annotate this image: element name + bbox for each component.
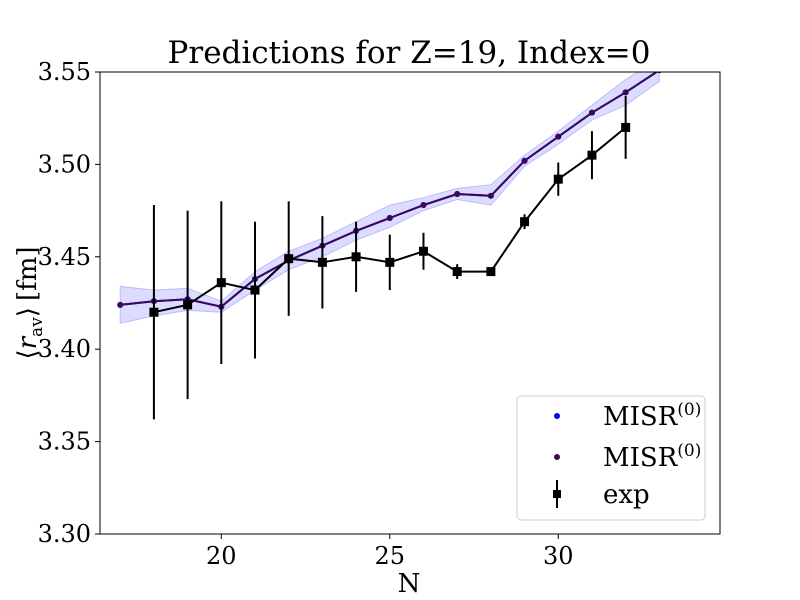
legend-label-exp: exp: [603, 480, 650, 510]
chart-title: Predictions for Z=19, Index=0: [168, 35, 651, 71]
x-tick-label: 25: [375, 542, 406, 570]
y-axis-title-bracket-open: ⟨: [13, 349, 43, 359]
data-point-exp: [520, 217, 530, 227]
y-axis-title-sub: av: [27, 317, 47, 337]
data-point-exp: [418, 246, 428, 256]
data-point-purple: [555, 133, 562, 140]
data-point-purple: [454, 190, 461, 197]
legend: MISR(0) MISR(0) exp: [516, 395, 706, 521]
legend-label-blue-sup: (0): [677, 400, 701, 420]
data-point-exp: [486, 267, 496, 277]
legend-label-purple: MISR(0): [603, 441, 701, 473]
y-axis-title-var: r: [13, 335, 43, 349]
data-point-purple: [117, 301, 124, 308]
legend-entry-exp: exp: [553, 480, 650, 510]
plot-area: [117, 72, 662, 420]
data-point-exp: [452, 267, 462, 277]
data-point-exp: [385, 257, 395, 267]
data-point-exp: [587, 150, 597, 160]
y-tick-label: 3.50: [38, 150, 91, 178]
legend-marker-exp: [553, 490, 561, 498]
data-point-exp: [317, 257, 327, 267]
y-axis-title: ⟨rav⟩ [fm]: [13, 246, 47, 359]
legend-label-purple-base: MISR: [603, 443, 679, 473]
data-point-exp: [553, 174, 563, 184]
data-point-exp: [351, 252, 361, 262]
x-axis: 20 25 30: [206, 534, 574, 570]
data-point-purple: [487, 192, 494, 199]
legend-box: [516, 395, 706, 521]
legend-label-blue-base: MISR: [603, 402, 679, 432]
data-point-exp: [621, 122, 631, 132]
y-axis-title-unit: [fm]: [13, 246, 43, 301]
x-tick-label: 20: [206, 542, 237, 570]
data-point-exp: [149, 307, 159, 317]
legend-marker-purple: [554, 454, 560, 460]
data-point-purple: [622, 89, 629, 96]
y-tick-label: 3.35: [38, 428, 91, 456]
legend-label-purple-sup: (0): [677, 441, 701, 461]
data-point-exp: [183, 300, 193, 310]
uncertainty-band: [119, 72, 660, 324]
y-axis: 3.30 3.35 3.40 3.45 3.50 3.55: [38, 58, 100, 548]
data-point-purple: [420, 202, 427, 209]
legend-label-blue: MISR(0): [603, 400, 701, 432]
y-tick-label: 3.30: [38, 520, 91, 548]
data-point-purple: [386, 214, 393, 221]
y-tick-label: 3.45: [38, 243, 91, 271]
legend-marker-blue: [554, 413, 560, 419]
data-point-exp: [284, 254, 294, 264]
legend-entry-blue: MISR(0): [554, 400, 701, 432]
legend-entry-purple: MISR(0): [554, 441, 701, 473]
plot-frame: [99, 71, 721, 535]
x-axis-title: N: [398, 569, 421, 599]
y-tick-label: 3.40: [38, 335, 91, 363]
data-point-exp: [216, 278, 226, 288]
y-axis-title-bracket-close: ⟩: [13, 307, 43, 317]
data-point-exp: [250, 285, 260, 295]
x-tick-label: 30: [543, 542, 574, 570]
data-point-purple: [521, 157, 528, 164]
data-point-purple: [588, 109, 595, 116]
y-tick-label: 3.55: [38, 58, 91, 86]
